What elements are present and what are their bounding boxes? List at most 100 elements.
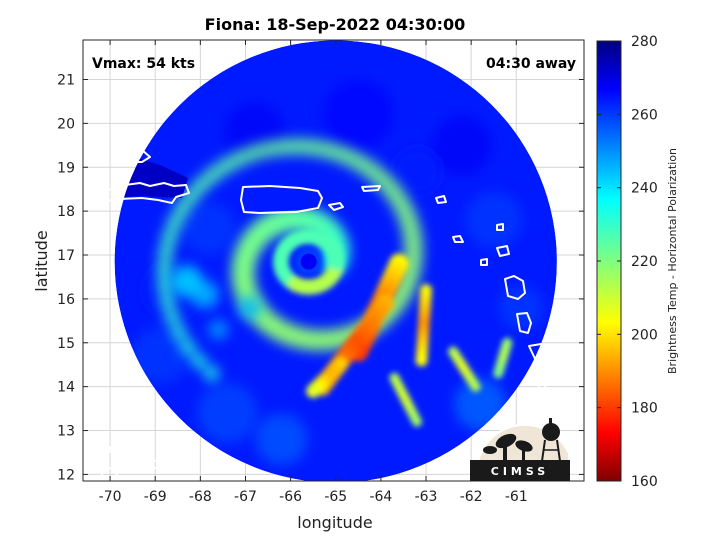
spiral-segment [193,175,211,194]
coastlines [83,129,548,481]
hispaniola-coast [83,182,190,204]
spiral-segment [231,149,250,168]
logo-arc [477,423,569,463]
spiral-segment [305,138,325,158]
colorbar-tick-label: 180 [631,401,658,417]
colorbar-tick-label: 260 [631,107,658,123]
spiral-segment [166,214,184,232]
chart-title: Fiona: 18-Sep-2022 04:30:00 [205,15,466,34]
martinique-coast [528,343,548,369]
texture-blob [432,115,493,176]
texture-blob [197,382,258,443]
colorbar-tick-label: 240 [631,181,658,197]
spiral-segment [204,165,223,184]
outer-band-segment [208,319,229,340]
x-tick-label: -62 [460,489,483,505]
spiral-segment [217,156,236,175]
guadeloupe-coast [504,275,526,300]
colorbar-tick-label: 280 [631,34,658,50]
y-tick-label: 15 [57,336,75,352]
y-tick-label: 20 [57,116,75,132]
rainband-segment [493,368,504,379]
colorbar-tick-label: 160 [631,474,658,490]
spiral-segment [158,292,176,310]
plot-frame [82,39,585,482]
plot-area: -70 -69 -68 -67 -66 -65 -64 -63 -62 -61 121314151… [57,39,585,505]
spiral-segment [290,137,310,156]
texture-blob [465,191,522,248]
rainband-segment [412,416,422,427]
spiral-segment [179,339,197,356]
x-tick-label: -69 [144,489,167,505]
colorbar-ticks: 160 180 200 220 240 260 280 [597,34,658,490]
island-a [361,185,381,192]
spiral-segment [160,228,179,247]
spiral-segment [320,141,340,161]
island-g [105,446,111,453]
brightness-temperature-swath [114,40,557,481]
spiral-segment [173,200,192,218]
texture-blob [498,285,543,330]
cuba-coast [83,129,107,147]
x-tick-label: -70 [99,489,122,505]
aruba-coast [147,457,167,472]
island-c [452,235,464,243]
x-axis: -70 -69 -68 -67 -66 -65 -64 -63 -62 -61 [99,40,528,505]
dominica-coast [516,312,532,334]
spiral-segment [190,352,208,370]
x-tick-label: -64 [369,489,392,505]
venezuela-coast-a [99,466,119,481]
island-b [435,195,447,204]
y-axis-label: latitude [32,230,51,291]
colorbar-tick-label: 220 [631,254,658,270]
y-tick-label: 12 [57,467,75,483]
texture-blob [183,202,236,255]
eyewall [272,228,345,296]
x-tick-label: -68 [189,489,212,505]
spiral-segment [245,143,265,162]
spiral-segment [156,276,174,294]
rainband-segment [470,381,481,392]
spiral-segment [157,244,175,262]
satellite-dish-icon [483,433,533,460]
storm-eye-core [300,253,317,270]
island-d [496,223,504,231]
outer-band-segment [238,295,262,320]
cimss-logo: CIMSS [470,418,570,481]
time-offset-annotation: 04:30 away [486,56,576,72]
texture-blob [323,79,394,150]
y-axis: 12 13 14 15 16 17 18 19 20 21 [57,72,584,483]
spiral-segment [275,137,295,157]
y-tick-label: 21 [57,72,75,88]
virgin-islands-coast [328,202,344,211]
spiral-segment [155,260,173,278]
spiral-segment [182,187,201,205]
x-axis-label: longitude [297,513,372,532]
y-tick-label: 14 [57,380,75,396]
colorbar-tick-label: 200 [631,327,658,343]
hispaniola-north-coast [117,149,151,163]
spiral-segment [203,365,220,382]
spiral-segment [170,324,188,341]
eyewall-segment [328,254,345,271]
x-tick-label: -61 [505,489,528,505]
texture-blob [131,327,188,384]
x-tick-label: -67 [234,489,257,505]
y-tick-label: 19 [57,160,75,176]
island-f [480,258,488,266]
rainbands [306,253,513,427]
y-tick-label: 13 [57,424,75,440]
water-tower-icon [541,418,561,462]
logo-text: CIMSS [491,465,549,478]
puerto-rico-land [243,186,322,212]
texture-blob [255,413,308,466]
texture-blob [393,147,441,196]
spiral-segment [163,308,181,326]
island-e [496,245,510,257]
y-tick-label: 17 [57,248,75,264]
colorbar: 160 180 200 220 240 260 280 Brightness Temp - … [596,34,679,490]
curacao-coast [182,458,192,472]
x-tick-label: -66 [279,489,302,505]
y-tick-label: 18 [57,204,75,220]
